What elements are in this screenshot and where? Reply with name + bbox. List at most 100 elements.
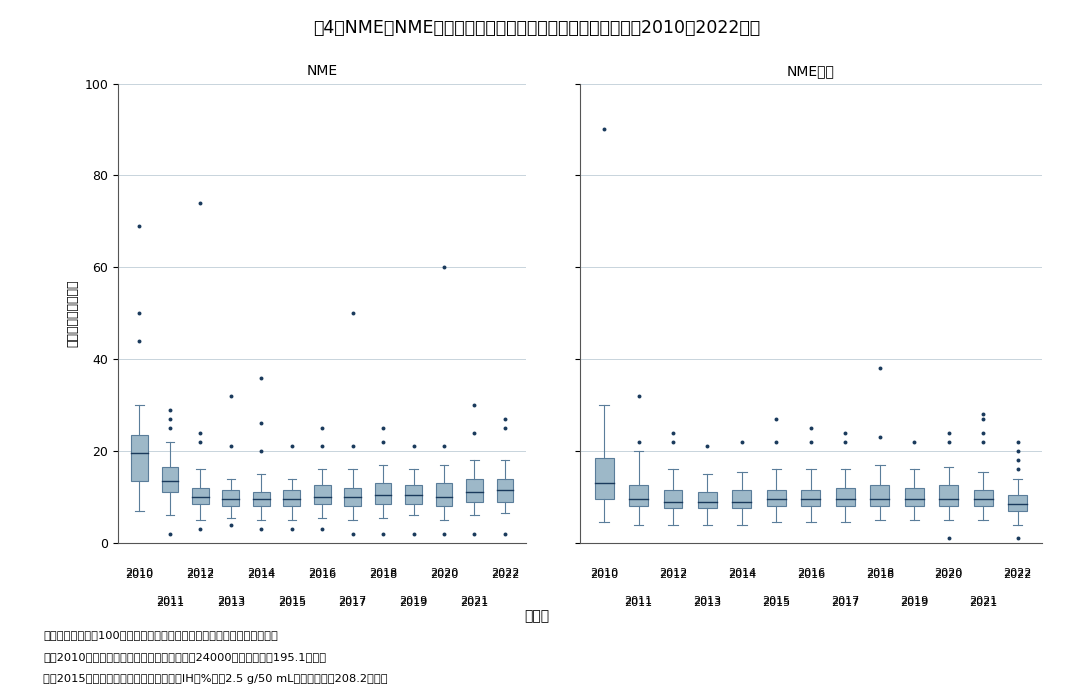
- Text: 2010年承認の「エポジン目下注シリンジ24000」（審査期間195.1ヶ月）: 2010年承認の「エポジン目下注シリンジ24000」（審査期間195.1ヶ月）: [43, 652, 326, 662]
- Point: [466, 427, 483, 438]
- Text: 2011: 2011: [156, 596, 184, 606]
- Text: 2020: 2020: [430, 568, 459, 578]
- Text: 2014: 2014: [728, 571, 756, 580]
- Point: [871, 432, 888, 443]
- Point: [1010, 445, 1027, 457]
- Text: 2010: 2010: [590, 568, 619, 578]
- Point: [161, 404, 178, 416]
- Point: [768, 413, 785, 425]
- Text: 2021: 2021: [969, 598, 998, 608]
- Text: 2017: 2017: [831, 598, 859, 608]
- Text: 2015: 2015: [278, 596, 306, 606]
- Text: 2014: 2014: [247, 568, 275, 578]
- Point: [435, 441, 452, 452]
- Text: 2015: 2015: [763, 598, 790, 608]
- Text: 2018: 2018: [369, 568, 397, 578]
- Point: [314, 422, 331, 434]
- Point: [222, 441, 240, 452]
- Point: [1010, 436, 1027, 448]
- Text: 注１：審査期間が100ヶ月を超える以下２品目は、グラフから除外した。: 注１：審査期間が100ヶ月を超える以下２品目は、グラフから除外した。: [43, 630, 278, 640]
- Point: [192, 427, 209, 438]
- Text: 2022: 2022: [1003, 568, 1032, 578]
- Text: 2017: 2017: [338, 598, 367, 608]
- Point: [252, 523, 270, 535]
- Bar: [664, 490, 682, 508]
- Point: [837, 427, 854, 438]
- Point: [192, 436, 209, 448]
- Bar: [698, 492, 717, 508]
- Text: 2010: 2010: [126, 571, 154, 580]
- Point: [284, 441, 301, 452]
- Point: [665, 436, 682, 448]
- Text: 2011: 2011: [156, 598, 184, 608]
- Point: [940, 436, 957, 448]
- Text: 2022: 2022: [491, 568, 519, 578]
- Bar: [436, 483, 452, 506]
- Text: 2020: 2020: [430, 571, 459, 580]
- Bar: [405, 486, 422, 504]
- Point: [871, 363, 888, 374]
- Text: 2022: 2022: [1003, 571, 1032, 580]
- Text: 2012: 2012: [658, 568, 687, 578]
- Point: [405, 441, 422, 452]
- Point: [466, 400, 483, 411]
- Text: 承認年: 承認年: [524, 609, 550, 623]
- Point: [802, 422, 819, 434]
- Bar: [974, 490, 992, 506]
- Text: 2016: 2016: [797, 571, 825, 580]
- Bar: [595, 458, 613, 499]
- Point: [630, 390, 648, 402]
- Text: 2017: 2017: [831, 596, 859, 606]
- Bar: [222, 490, 240, 506]
- Point: [344, 308, 361, 319]
- Text: 2013: 2013: [217, 598, 245, 608]
- Text: 2013: 2013: [694, 596, 722, 606]
- Bar: [131, 435, 148, 481]
- Bar: [192, 488, 208, 504]
- Bar: [466, 479, 483, 502]
- Text: 2012: 2012: [658, 571, 687, 580]
- Bar: [836, 488, 855, 506]
- Text: 2011: 2011: [624, 598, 653, 608]
- Point: [768, 436, 785, 448]
- Point: [161, 413, 178, 425]
- Text: 2016: 2016: [797, 568, 825, 578]
- Point: [734, 436, 751, 448]
- Point: [974, 427, 991, 438]
- Point: [375, 422, 392, 434]
- Point: [496, 528, 513, 539]
- Point: [496, 413, 513, 425]
- Text: 2015年承認の「献血ヴェノグロブリIH５%静注2.5 g/50 mL」（審査期間208.2ヶ月）: 2015年承認の「献血ヴェノグロブリIH５%静注2.5 g/50 mL」（審査期…: [43, 674, 388, 684]
- Point: [344, 441, 361, 452]
- Point: [974, 436, 991, 448]
- Point: [252, 418, 270, 429]
- Point: [131, 335, 148, 347]
- Bar: [284, 490, 300, 506]
- Point: [802, 436, 819, 448]
- Bar: [345, 488, 361, 506]
- Bar: [496, 479, 513, 502]
- Point: [905, 436, 923, 448]
- Point: [435, 528, 452, 539]
- Title: NME: NME: [307, 64, 337, 78]
- Text: 2018: 2018: [866, 568, 894, 578]
- Point: [837, 436, 854, 448]
- Text: 2021: 2021: [461, 596, 489, 606]
- Text: 2017: 2017: [338, 596, 367, 606]
- Point: [405, 528, 422, 539]
- Bar: [629, 486, 648, 506]
- Bar: [1008, 495, 1027, 511]
- Text: 2016: 2016: [308, 568, 336, 578]
- Title: NME以外: NME以外: [787, 64, 834, 78]
- Point: [1010, 464, 1027, 475]
- Text: 2013: 2013: [217, 596, 245, 606]
- Text: 2022: 2022: [491, 571, 519, 580]
- Point: [375, 436, 392, 448]
- Text: 2015: 2015: [763, 596, 790, 606]
- Point: [314, 441, 331, 452]
- Text: 2019: 2019: [900, 596, 928, 606]
- Point: [1010, 454, 1027, 466]
- Bar: [375, 483, 392, 504]
- Text: 2018: 2018: [866, 571, 894, 580]
- Point: [665, 427, 682, 438]
